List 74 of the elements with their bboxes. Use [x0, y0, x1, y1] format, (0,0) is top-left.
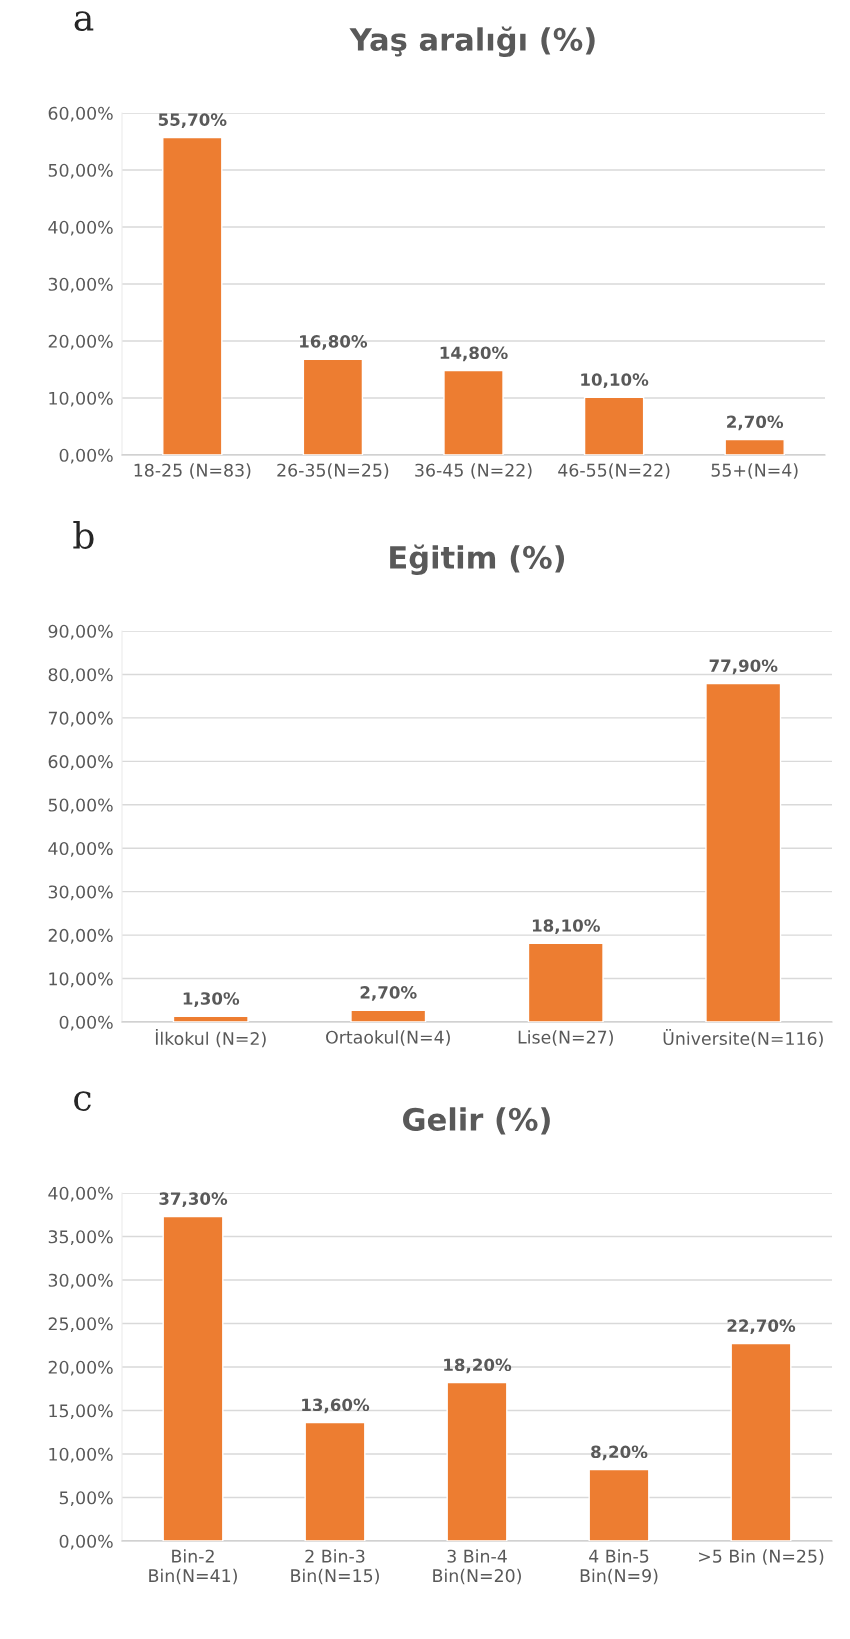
bar: [583, 396, 645, 455]
x-tick-label: Lise(N=27): [518, 1030, 613, 1046]
y-tick-label: 10,00%: [49, 972, 113, 988]
y-tick-label: 50,00%: [48, 163, 113, 179]
y-tick-label: 60,00%: [48, 755, 113, 770]
y-tick-label: 40,00%: [48, 841, 113, 857]
x-tick-label: İlkokul (N=2): [155, 1029, 266, 1048]
y-tick-label: 50,00%: [48, 798, 113, 814]
y-tick-label: 20,00%: [48, 334, 113, 350]
y-tick-label: 5,00%: [59, 1491, 113, 1507]
y-tick-label: 15,00%: [49, 1404, 113, 1420]
x-tick-label: >5 Bin (N=25): [699, 1549, 824, 1565]
data-label: 18,20%: [444, 1358, 512, 1374]
data-label: 18,10%: [532, 919, 600, 934]
bar: [162, 1215, 224, 1541]
y-tick-label: 30,00%: [48, 277, 113, 293]
text: a: [74, 11, 94, 31]
y-tick-label: 70,00%: [48, 711, 113, 727]
x-tick-label: 3 Bin-4 Bin(N=20): [433, 1549, 521, 1585]
text: c: [74, 1091, 91, 1111]
bar: [443, 369, 504, 455]
data-label: 13,60%: [302, 1398, 370, 1414]
data-label: 2,70%: [727, 415, 784, 431]
bar: [350, 1009, 427, 1022]
bar: [705, 682, 782, 1022]
data-label: 55,70%: [158, 113, 227, 129]
x-tick-label: Ortaokul(N=4): [326, 1030, 450, 1046]
bar: [304, 1421, 366, 1541]
chart-title: Yaş aralığı (%): [349, 26, 595, 58]
data-label: 14,80%: [440, 346, 508, 362]
y-tick-label: 10,00%: [49, 1447, 113, 1463]
data-label: 10,10%: [581, 373, 649, 388]
x-tick-label: 26-35(N=25): [277, 463, 389, 479]
data-label: 77,90%: [709, 659, 778, 675]
data-label: 16,80%: [300, 335, 368, 350]
y-tick-label: 20,00%: [48, 1360, 113, 1376]
x-tick-label: 55+(N=4): [711, 463, 798, 479]
x-tick-label: 46-55(N=22): [558, 463, 670, 479]
bar: [730, 1342, 792, 1541]
data-label: 8,20%: [591, 1445, 648, 1461]
y-tick-label: 60,00%: [48, 106, 113, 122]
y-tick-label: 30,00%: [48, 885, 113, 901]
data-label: 22,70%: [727, 1319, 796, 1335]
y-tick-label: 0,00%: [59, 1015, 113, 1031]
x-tick-label: Bin-2 Bin(N=41): [149, 1549, 237, 1585]
y-tick-label: 0,00%: [59, 448, 113, 464]
chart-title: Gelir (%): [403, 1107, 550, 1135]
x-tick-label: 18-25 (N=83): [134, 463, 251, 479]
y-tick-label: 20,00%: [48, 928, 113, 944]
x-tick-label: 36-45 (N=22): [415, 463, 532, 479]
data-label: 37,30%: [159, 1192, 228, 1208]
y-tick-label: 10,00%: [49, 391, 113, 407]
y-tick-label: 35,00%: [48, 1230, 113, 1246]
bar: [162, 136, 223, 455]
y-tick-label: 40,00%: [48, 220, 113, 236]
bar: [446, 1381, 508, 1541]
bar: [527, 942, 604, 1022]
y-tick-label: 30,00%: [48, 1273, 113, 1289]
y-tick-label: 0,00%: [59, 1534, 113, 1550]
data-label: 1,30%: [183, 992, 240, 1007]
bar: [172, 1015, 249, 1022]
text: b: [73, 521, 94, 549]
x-tick-label: 2 Bin-3 Bin(N=15): [291, 1549, 379, 1585]
bar: [724, 438, 785, 455]
bar: [588, 1468, 650, 1541]
y-tick-label: 40,00%: [48, 1186, 113, 1202]
y-tick-label: 90,00%: [48, 624, 113, 640]
chart-title: Eğitim (%): [390, 544, 565, 576]
x-tick-label: Üniversite(N=116): [663, 1029, 823, 1048]
y-tick-label: 25,00%: [48, 1317, 113, 1333]
data-label: 2,70%: [360, 986, 417, 1001]
x-tick-label: 4 Bin-5 Bin(N=9): [580, 1549, 658, 1585]
y-tick-label: 80,00%: [48, 668, 113, 684]
bar: [302, 358, 364, 455]
